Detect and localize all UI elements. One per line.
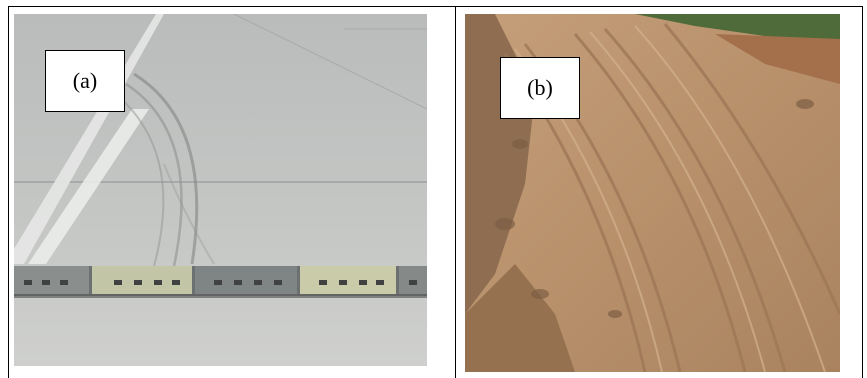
table-border-right (862, 6, 863, 378)
panel-label-b: (b) (500, 57, 580, 119)
table-border-top (8, 6, 863, 7)
table-divider (455, 6, 456, 378)
figure-table (8, 6, 863, 378)
table-border-left (8, 6, 9, 378)
photo-concrete-pavement (14, 14, 427, 366)
panel-label-a: (a) (45, 50, 125, 112)
